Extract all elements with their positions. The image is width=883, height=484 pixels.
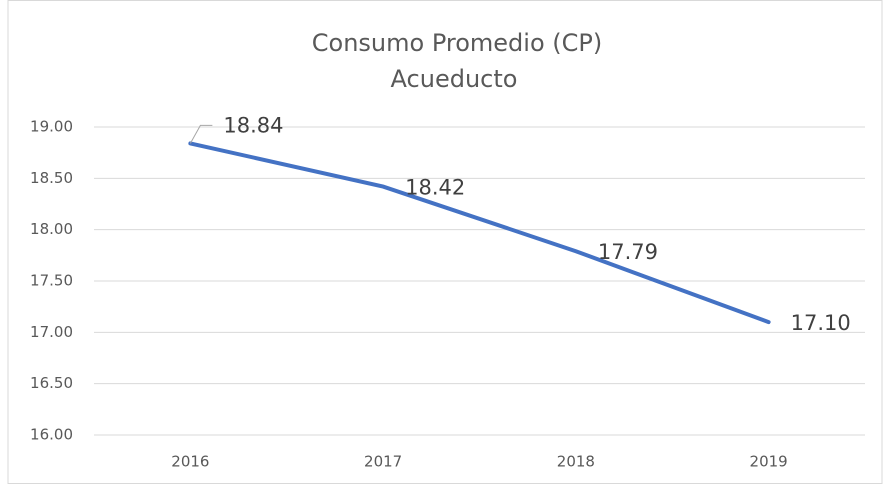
x-tick-label: 2019 [750, 453, 788, 471]
chart-subtitle: Acueducto [391, 65, 518, 93]
y-tick-label: 18.00 [30, 220, 73, 238]
chart-frame [7, 0, 883, 484]
y-tick-label: 16.00 [30, 426, 73, 444]
x-tick-label: 2017 [364, 453, 402, 471]
data-label: 17.10 [791, 311, 851, 335]
y-tick-label: 17.00 [30, 323, 73, 341]
y-tick-label: 19.00 [30, 118, 73, 136]
chart-title: Consumo Promedio (CP) [312, 29, 602, 57]
y-tick-label: 18.50 [30, 169, 73, 187]
label-leader [189, 124, 213, 144]
x-tick-label: 2018 [557, 453, 595, 471]
y-tick-label: 17.50 [30, 272, 73, 290]
data-line [188, 141, 771, 325]
data-label: 18.84 [223, 113, 283, 137]
data-label: 18.42 [405, 176, 465, 200]
y-tick-label: 16.50 [30, 374, 73, 392]
x-tick-label: 2016 [171, 453, 209, 471]
data-label: 17.79 [598, 240, 658, 264]
